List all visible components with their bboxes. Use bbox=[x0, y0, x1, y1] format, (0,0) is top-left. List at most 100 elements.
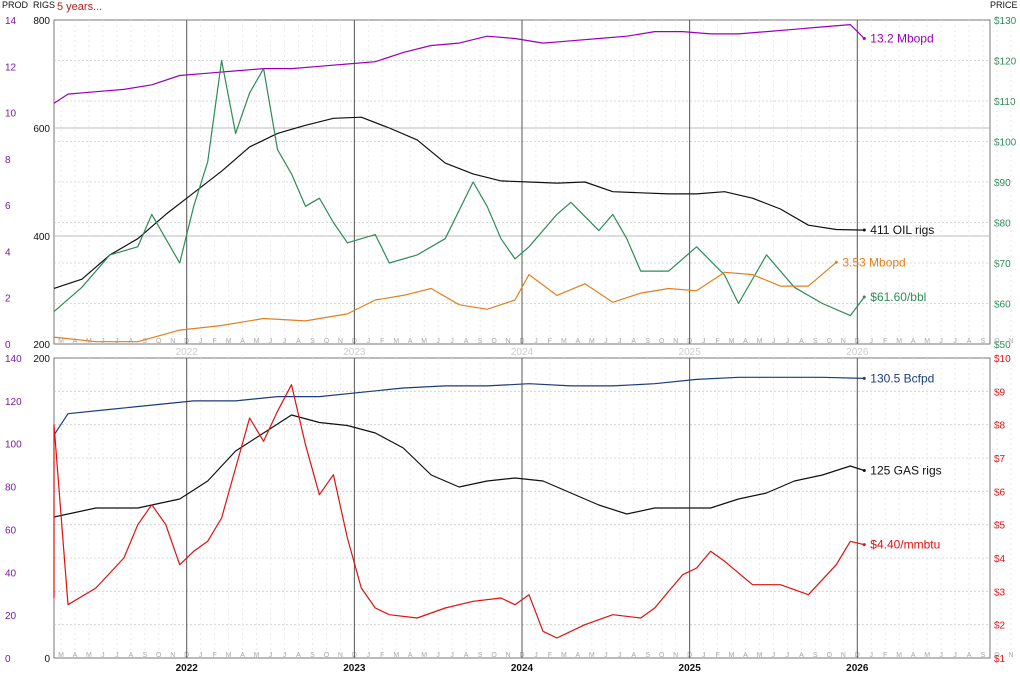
gas-month-tick-label: J bbox=[786, 652, 790, 659]
oil-month-tick-label: J bbox=[269, 338, 273, 345]
gas-rigs-tick-label: 0 bbox=[44, 654, 50, 665]
gas-month-tick-label: J bbox=[870, 652, 874, 659]
gas-rigs-tick-label: 200 bbox=[33, 354, 50, 365]
gas-month-tick-label: N bbox=[170, 652, 175, 659]
gas-price-tick-label: $4 bbox=[994, 554, 1006, 565]
oil-rigs-tick-label: 800 bbox=[33, 16, 50, 27]
oil-series-label: 3.53 Mbopd bbox=[842, 255, 905, 269]
oil-price-tick-label: $130 bbox=[994, 16, 1017, 27]
gas-month-tick-label: M bbox=[421, 652, 427, 659]
gas-price-tick-label: $3 bbox=[994, 587, 1006, 598]
oil-prod-tick-label: 12 bbox=[5, 62, 17, 73]
oil-month-tick-label: M bbox=[729, 338, 735, 345]
gas-month-tick-label: A bbox=[464, 652, 469, 659]
gas-price-tick-label: $5 bbox=[994, 521, 1006, 532]
oil-month-tick-label: F bbox=[213, 338, 217, 345]
gas-month-tick-label: N bbox=[505, 652, 510, 659]
oil-month-tick-label: J bbox=[953, 338, 957, 345]
oil-prod-tick-label: 8 bbox=[5, 155, 11, 166]
gas-month-tick-label: N bbox=[338, 652, 343, 659]
gas-month-tick-label: J bbox=[269, 652, 273, 659]
gas-month-tick-label: A bbox=[408, 652, 413, 659]
gas-year-label: 2026 bbox=[846, 663, 869, 674]
gas-month-tick-label: A bbox=[128, 652, 133, 659]
oil-prod-tick-label: 2 bbox=[5, 294, 11, 305]
oil-month-tick-label: M bbox=[589, 338, 595, 345]
oil-month-tick-label: M bbox=[421, 338, 427, 345]
gas-series-endpoint bbox=[862, 543, 866, 547]
gas-month-tick-label: J bbox=[604, 652, 608, 659]
header: PROD RIGS 5 years... PRICE bbox=[2, 0, 1018, 13]
gas-month-tick-label: J bbox=[436, 652, 440, 659]
oil-series-endpoint bbox=[862, 228, 866, 232]
oil-price-tick-label: $120 bbox=[994, 57, 1017, 68]
oil-prod-tick-label: 6 bbox=[5, 201, 11, 212]
oil-month-tick-label: F bbox=[548, 338, 552, 345]
oil-month-tick-label: M bbox=[226, 338, 232, 345]
gas-series-label: 125 GAS rigs bbox=[870, 464, 941, 478]
oil-month-tick-label: S bbox=[310, 338, 315, 345]
gas-month-tick-label: J bbox=[367, 652, 371, 659]
gas-month-tick-label: A bbox=[967, 652, 972, 659]
gas-month-tick-label: M bbox=[86, 652, 92, 659]
oil-prod-tick-label: 10 bbox=[5, 109, 17, 120]
gas-year-label: 2023 bbox=[343, 663, 366, 674]
oil-series-label: 411 OIL rigs bbox=[870, 223, 934, 237]
gas-prod-tick-label: 120 bbox=[5, 397, 22, 408]
oil-price-tick-label: $70 bbox=[994, 259, 1011, 270]
gas-month-tick-label: M bbox=[729, 652, 735, 659]
gas-year-label: 2025 bbox=[679, 663, 702, 674]
gas-month-tick-label: A bbox=[631, 652, 636, 659]
oil-rigs-tick-label: 400 bbox=[33, 232, 50, 243]
gas-series-label: $4.40/mmbtu bbox=[870, 538, 940, 552]
gas-month-tick-label: A bbox=[799, 652, 804, 659]
oil-price-tick-label: $50 bbox=[994, 340, 1011, 351]
gas-prod-tick-label: 100 bbox=[5, 440, 22, 451]
gas-month-tick-label: N bbox=[841, 652, 846, 659]
gas-prod-tick-label: 80 bbox=[5, 483, 17, 494]
oil-prod-tick-label: 14 bbox=[5, 16, 17, 27]
gas-month-tick-label: O bbox=[491, 652, 497, 659]
oil-month-tick-label: M bbox=[393, 338, 399, 345]
oil-month-tick-label: A bbox=[743, 338, 748, 345]
oil-price-tick-label: $100 bbox=[994, 138, 1017, 149]
oil-month-tick-label: J bbox=[618, 338, 622, 345]
gas-month-tick-label: J bbox=[772, 652, 776, 659]
period-link[interactable]: 5 years... bbox=[57, 1, 102, 13]
oil-year-label: 2023 bbox=[343, 347, 366, 358]
oil-month-tick-label: S bbox=[813, 338, 818, 345]
gas-month-tick-label: J bbox=[450, 652, 454, 659]
oil-month-tick-label: N bbox=[1008, 338, 1013, 345]
gas-month-tick-label: J bbox=[101, 652, 105, 659]
gas-month-tick-label: A bbox=[576, 652, 581, 659]
gas-month-tick-label: S bbox=[142, 652, 147, 659]
oil-panel: $50 $60 $70 $80 $90 $100 $110 $120 $130 200 400 600… bbox=[5, 16, 1017, 358]
oil-month-tick-label: M bbox=[896, 338, 902, 345]
oil-month-tick-label: A bbox=[631, 338, 636, 345]
oil-month-tick-label: S bbox=[981, 338, 986, 345]
oil-month-tick-label: F bbox=[883, 338, 887, 345]
oil-year-label: 2026 bbox=[846, 347, 869, 358]
gas-month-tick-label: F bbox=[715, 652, 719, 659]
oil-month-tick-label: J bbox=[702, 338, 706, 345]
oil-month-tick-label: J bbox=[367, 338, 371, 345]
prod-axis-title: PROD bbox=[2, 0, 29, 10]
gas-series-line bbox=[53, 414, 865, 518]
oil-month-tick-label: M bbox=[924, 338, 930, 345]
oil-rigs-tick-label: 600 bbox=[33, 124, 50, 135]
oil-month-tick-label: S bbox=[142, 338, 147, 345]
gas-series-label: 130.5 Bcfpd bbox=[870, 371, 934, 385]
oil-month-tick-label: M bbox=[58, 338, 64, 345]
gas-month-tick-label: J bbox=[939, 652, 943, 659]
gas-price-tick-label: $6 bbox=[994, 487, 1006, 498]
gas-price-tick-label: $9 bbox=[994, 387, 1006, 398]
gas-month-tick-label: S bbox=[310, 652, 315, 659]
gas-month-tick-label: A bbox=[73, 652, 78, 659]
gas-series-line bbox=[53, 376, 865, 436]
oil-month-tick-label: S bbox=[645, 338, 650, 345]
oil-month-tick-label: A bbox=[408, 338, 413, 345]
oil-month-tick-label: J bbox=[772, 338, 776, 345]
gas-month-tick-label: F bbox=[883, 652, 887, 659]
gas-price-tick-label: $10 bbox=[994, 354, 1011, 365]
gas-month-tick-label: J bbox=[534, 652, 538, 659]
